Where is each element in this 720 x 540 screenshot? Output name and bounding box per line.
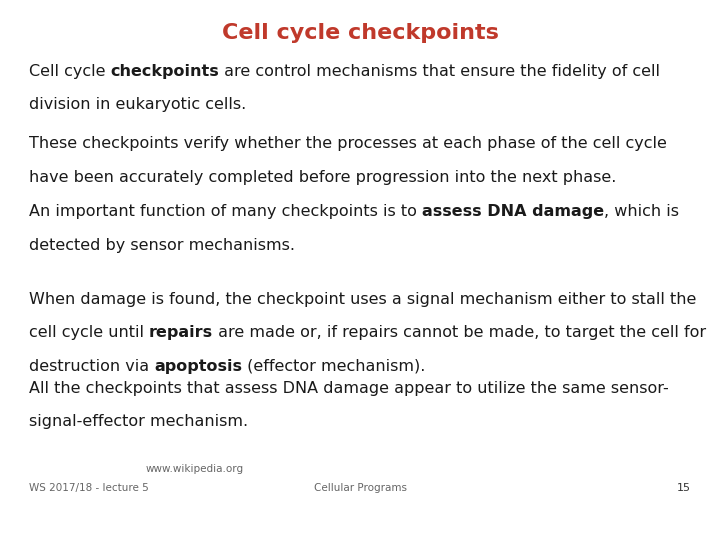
Text: 15: 15 [678, 483, 691, 494]
Text: repairs: repairs [149, 325, 213, 340]
Text: cell cycle until: cell cycle until [29, 325, 149, 340]
Text: division in eukaryotic cells.: division in eukaryotic cells. [29, 97, 246, 112]
Text: An important function of many checkpoints is to: An important function of many checkpoint… [29, 204, 422, 219]
Text: Cell cycle: Cell cycle [29, 64, 110, 79]
Text: checkpoints: checkpoints [110, 64, 219, 79]
Text: detected by sensor mechanisms.: detected by sensor mechanisms. [29, 238, 294, 253]
Text: , which is: , which is [604, 204, 679, 219]
Text: When damage is found, the checkpoint uses a signal mechanism either to stall the: When damage is found, the checkpoint use… [29, 292, 696, 307]
Text: These checkpoints verify whether the processes at each phase of the cell cycle: These checkpoints verify whether the pro… [29, 136, 667, 151]
Text: destruction via: destruction via [29, 359, 154, 374]
Text: All the checkpoints that assess DNA damage appear to utilize the same sensor-: All the checkpoints that assess DNA dama… [29, 381, 669, 396]
Text: are made or, if repairs cannot be made, to target the cell for: are made or, if repairs cannot be made, … [213, 325, 706, 340]
Text: (effector mechanism).: (effector mechanism). [242, 359, 426, 374]
Text: www.wikipedia.org: www.wikipedia.org [145, 464, 243, 475]
Text: are control mechanisms that ensure the fidelity of cell: are control mechanisms that ensure the f… [219, 64, 660, 79]
Text: have been accurately completed before progression into the next phase.: have been accurately completed before pr… [29, 170, 616, 185]
Text: signal-effector mechanism.: signal-effector mechanism. [29, 414, 248, 429]
Text: WS 2017/18 - lecture 5: WS 2017/18 - lecture 5 [29, 483, 148, 494]
Text: assess DNA damage: assess DNA damage [422, 204, 604, 219]
Text: apoptosis: apoptosis [154, 359, 242, 374]
Text: Cell cycle checkpoints: Cell cycle checkpoints [222, 23, 498, 43]
Text: Cellular Programs: Cellular Programs [313, 483, 407, 494]
